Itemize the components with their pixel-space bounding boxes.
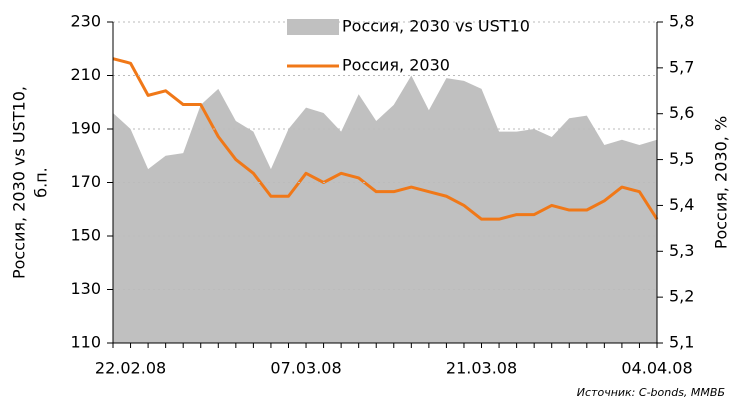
area: [113, 75, 657, 343]
y2-tick-label: 5,2: [669, 287, 694, 306]
y-tick-label: 210: [70, 65, 101, 84]
source: Источник: C-bonds, ММВБ: [577, 386, 725, 399]
y2-tick-label: 5,8: [669, 12, 694, 31]
x-tick-label: 22.02.08: [95, 359, 166, 378]
legend-label: Россия, 2030 vs UST10: [342, 17, 530, 36]
y-tick-label: 110: [70, 333, 101, 352]
x-tick-label: 04.04.08: [621, 359, 692, 378]
y2-tick-label: 5,5: [669, 149, 694, 168]
y2-tick-label: 5,6: [669, 103, 694, 122]
y-tick-label: 150: [70, 226, 101, 245]
y2-axis-title: Россия, 2030, %: [712, 116, 731, 249]
y-axis-title: б.п.: [32, 167, 51, 198]
y2-tick-label: 5,4: [669, 195, 694, 214]
legend-swatch: [287, 19, 339, 35]
line: [112, 57, 659, 221]
y2-tick-label: 5,3: [669, 241, 694, 260]
y2-tick-label: 5,1: [669, 333, 694, 352]
x-tick-label: 21.03.08: [446, 359, 517, 378]
y-axis-title: Россия, 2030 vs UST10,: [10, 86, 29, 279]
y2-tick-label: 5,7: [669, 57, 694, 76]
y-tick-label: 190: [70, 119, 101, 138]
legend-label: Россия, 2030: [342, 56, 450, 75]
y-tick-label: 230: [70, 12, 101, 31]
y-tick-label: 130: [70, 279, 101, 298]
y-tick-label: 170: [70, 172, 101, 191]
x-tick-label: 07.03.08: [270, 359, 341, 378]
